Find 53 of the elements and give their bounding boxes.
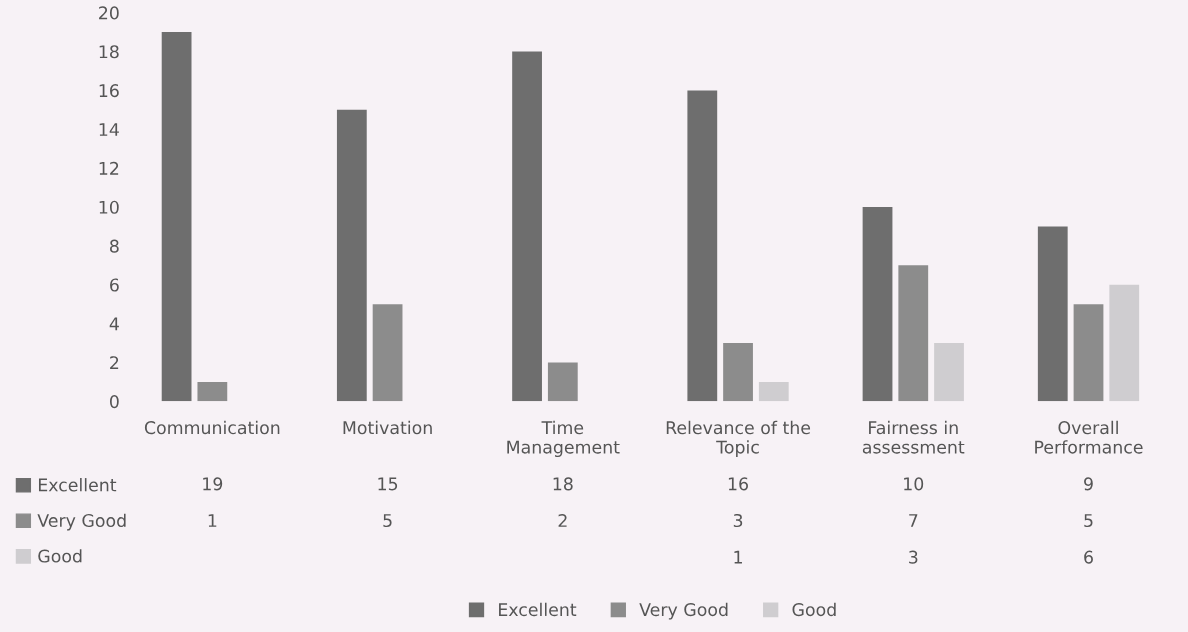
- data-label: 3: [909, 550, 918, 564]
- bar: [336, 109, 367, 402]
- y-tick-label: 8: [110, 239, 119, 253]
- bar: [1109, 284, 1140, 402]
- data-label: 18: [553, 477, 573, 491]
- y-tick-label: 18: [99, 45, 119, 59]
- data-label: 9: [1084, 477, 1093, 491]
- bar: [934, 343, 964, 402]
- bar: [1073, 304, 1104, 402]
- bar: [898, 265, 929, 402]
- data-label: 2: [558, 513, 567, 527]
- y-tick-label: 6: [110, 278, 119, 292]
- y-tick-label: 2: [110, 356, 119, 370]
- x-tick-label: Relevance of the Topic: [666, 420, 811, 458]
- bar: [161, 32, 192, 402]
- legend-label: Excellent: [38, 478, 117, 492]
- bar: [547, 362, 578, 402]
- bar: [372, 304, 403, 402]
- y-tick-label: 20: [99, 6, 119, 20]
- x-tick-label: Motivation: [343, 420, 432, 435]
- y-tick-label: 0: [109, 395, 119, 409]
- data-label: 1: [208, 514, 217, 527]
- x-tick-label: Communication: [144, 420, 280, 435]
- x-tick-label: Fairness in assessment: [862, 420, 965, 454]
- data-label: 7: [909, 514, 918, 527]
- data-label: 5: [383, 514, 392, 528]
- bar: [197, 381, 228, 402]
- data-label: 6: [1084, 550, 1093, 564]
- y-tick-label: 4: [109, 317, 119, 331]
- data-label: 19: [203, 477, 223, 491]
- text: Good: [38, 549, 82, 563]
- legend-label: Very Good: [37, 513, 126, 531]
- bar: [687, 90, 718, 402]
- text: Very Good: [639, 602, 728, 620]
- bar: [512, 51, 542, 402]
- x-tick-label: Overall Performance: [1035, 420, 1143, 454]
- bar: [862, 206, 893, 402]
- x-tick-label: Time Management: [507, 420, 620, 458]
- bar: [1037, 226, 1068, 402]
- legend-label: Good: [792, 602, 836, 617]
- text: Excellent: [499, 602, 577, 617]
- y-tick-label: 10: [99, 200, 119, 214]
- y-tick-label: 12: [99, 161, 119, 175]
- data-label: 16: [728, 477, 748, 491]
- data-label: 15: [378, 477, 398, 491]
- data-label: 10: [904, 477, 924, 491]
- bar: [758, 381, 789, 402]
- y-tick-label: 16: [99, 84, 119, 98]
- data-label: 1: [734, 550, 742, 564]
- data-label: 5: [1084, 514, 1093, 528]
- bar: [723, 343, 753, 402]
- data-label: 3: [733, 513, 743, 528]
- y-tick-label: 14: [99, 123, 119, 136]
